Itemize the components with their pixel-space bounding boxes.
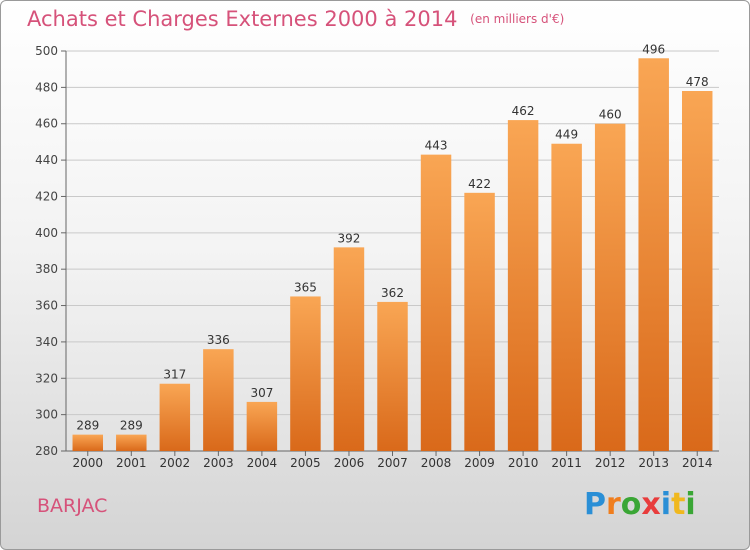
x-tick-label-2007: 2007 bbox=[377, 456, 408, 470]
bar-2009 bbox=[464, 192, 495, 451]
x-tick-label-2009: 2009 bbox=[464, 456, 495, 470]
y-tick-label: 440 bbox=[35, 153, 58, 167]
bar-2013 bbox=[638, 58, 669, 451]
data-label-2002: 317 bbox=[163, 368, 186, 382]
bar-2000 bbox=[72, 434, 104, 451]
y-tick-label: 280 bbox=[35, 444, 58, 458]
data-label-2013: 496 bbox=[642, 42, 665, 56]
bar-2007 bbox=[377, 301, 408, 451]
data-label-2008: 443 bbox=[425, 139, 448, 153]
data-label-2010: 462 bbox=[512, 104, 535, 118]
data-label-2011: 449 bbox=[555, 128, 578, 142]
x-tick-label-2004: 2004 bbox=[247, 456, 278, 470]
logo-letter: r bbox=[606, 487, 621, 522]
y-tick-label: 320 bbox=[35, 371, 58, 385]
logo-letter: i bbox=[685, 487, 696, 522]
logo-letter: x bbox=[641, 487, 661, 522]
x-tick-label-2011: 2011 bbox=[551, 456, 582, 470]
x-tick-label-2013: 2013 bbox=[638, 456, 669, 470]
logo-letter: P bbox=[584, 487, 606, 522]
data-label-2009: 422 bbox=[468, 177, 491, 191]
bar-2003 bbox=[203, 349, 234, 451]
x-tick-label-2012: 2012 bbox=[595, 456, 626, 470]
y-tick-label: 420 bbox=[35, 189, 58, 203]
logo-letter: o bbox=[620, 487, 642, 522]
y-tick-label: 300 bbox=[35, 408, 58, 422]
bar-2010 bbox=[507, 120, 539, 451]
logo-letter: i bbox=[660, 487, 672, 522]
y-tick-label: 380 bbox=[35, 262, 58, 276]
y-tick-label: 400 bbox=[35, 226, 58, 240]
data-label-2007: 362 bbox=[381, 286, 404, 300]
x-tick-label-2010: 2010 bbox=[508, 456, 539, 470]
x-tick-label-2003: 2003 bbox=[203, 456, 234, 470]
y-tick-label: 480 bbox=[35, 80, 58, 94]
x-tick-label-2002: 2002 bbox=[160, 456, 191, 470]
chart-title: Achats et Charges Externes 2000 à 2014 (… bbox=[27, 7, 564, 31]
data-label-2004: 307 bbox=[250, 386, 273, 400]
data-label-2012: 460 bbox=[599, 108, 622, 122]
bar-2004 bbox=[246, 401, 278, 451]
data-label-2001: 289 bbox=[120, 419, 143, 433]
bar-2002 bbox=[159, 383, 191, 451]
data-label-2006: 392 bbox=[338, 231, 361, 245]
proxiti-logo: Proxiti bbox=[584, 487, 696, 522]
x-tick-label-2001: 2001 bbox=[116, 456, 147, 470]
x-tick-label-2014: 2014 bbox=[682, 456, 713, 470]
y-tick-label: 360 bbox=[35, 299, 58, 313]
chart-subtitle: (en milliers d'€) bbox=[470, 12, 565, 26]
x-tick-label-2005: 2005 bbox=[290, 456, 321, 470]
data-label-2003: 336 bbox=[207, 333, 230, 347]
bar-2005 bbox=[290, 296, 321, 451]
logo-letter: t bbox=[671, 487, 686, 522]
data-label-2005: 365 bbox=[294, 280, 317, 294]
x-tick-label-2000: 2000 bbox=[72, 456, 103, 470]
chart-title-text: Achats et Charges Externes 2000 à 2014 bbox=[27, 7, 458, 31]
x-tick-label-2008: 2008 bbox=[421, 456, 452, 470]
bar-2008 bbox=[420, 154, 452, 452]
bar-2014 bbox=[681, 91, 713, 451]
commune-label: BARJAC bbox=[37, 495, 108, 517]
y-tick-label: 500 bbox=[35, 44, 58, 58]
y-tick-label: 340 bbox=[35, 335, 58, 349]
data-label-2000: 289 bbox=[76, 419, 99, 433]
bar-2006 bbox=[333, 247, 365, 451]
bar-2011 bbox=[551, 143, 582, 451]
bar-2012 bbox=[594, 123, 626, 452]
x-tick-label-2006: 2006 bbox=[334, 456, 365, 470]
y-tick-label: 460 bbox=[35, 117, 58, 131]
data-label-2014: 478 bbox=[686, 75, 709, 89]
bar-2001 bbox=[116, 434, 147, 451]
